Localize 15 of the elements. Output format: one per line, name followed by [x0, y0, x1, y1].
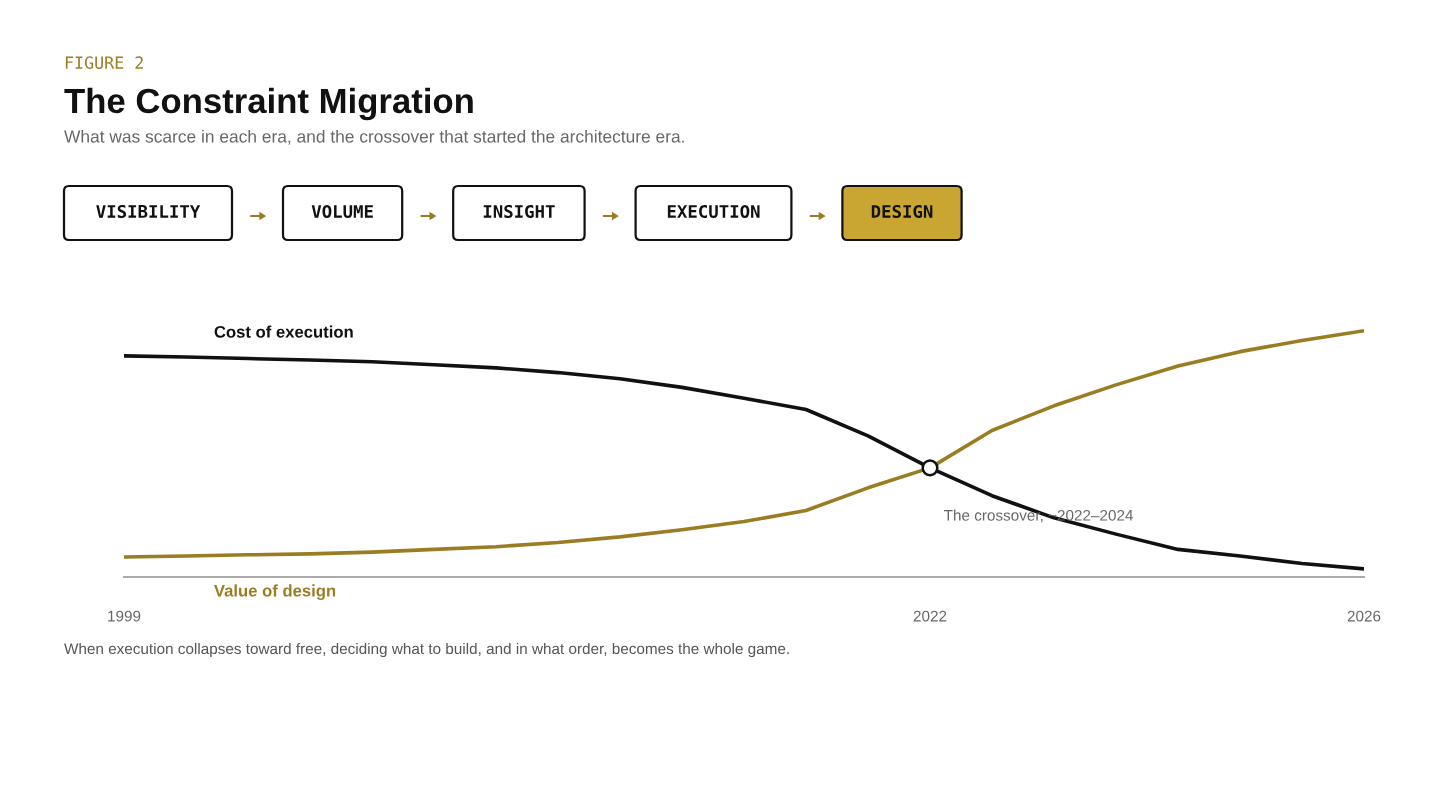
annotation: The crossover, ~2022–2024 [943, 509, 1134, 523]
x-tick-label: 2022 [913, 610, 947, 622]
text: When execution collapses toward free, deciding what to build, and in what order, becomes the whole game. [64, 642, 789, 658]
series-label: Value of design [214, 584, 336, 600]
text: What was scarce in each era, and the crossover that started the architecture era. [64, 129, 684, 145]
category-label: INSIGHT [483, 204, 555, 219]
category-label: VISIBILITY [96, 204, 201, 219]
text: The Constraint Migration [64, 87, 473, 121]
caption: FIGURE 2 [65, 56, 143, 69]
category-label: EXECUTION [667, 204, 760, 219]
x-tick-label: 1999 [108, 610, 141, 622]
category-label: VOLUME [311, 204, 373, 219]
series-label: Cost of execution [214, 325, 353, 338]
x-tick-label: 2026 [1347, 610, 1381, 622]
category-label: DESIGN [871, 204, 933, 219]
